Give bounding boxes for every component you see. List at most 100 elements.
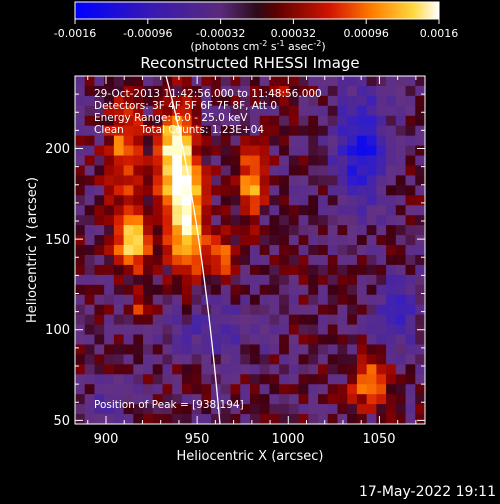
- heatmap-cell: [269, 105, 280, 117]
- heatmap-cell: [181, 274, 193, 286]
- heatmap-cell: [230, 95, 241, 107]
- heatmap-cell: [395, 364, 407, 375]
- heatmap-cell: [152, 294, 164, 306]
- heatmap-cell: [269, 384, 280, 395]
- heatmap-cell: [84, 284, 96, 296]
- heatmap-cell: [250, 344, 261, 355]
- heatmap-cell: [318, 254, 329, 266]
- heatmap-cell: [308, 105, 319, 117]
- heatmap-cell: [347, 354, 358, 365]
- heatmap-cell: [269, 374, 280, 385]
- heatmap-cell: [172, 374, 183, 385]
- heatmap-cell: [162, 175, 173, 186]
- heatmap-cell: [415, 165, 425, 177]
- heatmap-cell: [84, 145, 96, 157]
- heatmap-cell: [415, 254, 425, 266]
- heatmap-cell: [133, 245, 144, 256]
- heatmap-cell: [279, 304, 290, 316]
- heatmap-cell: [172, 225, 183, 236]
- heatmap-cell: [143, 354, 154, 365]
- heatmap-cell: [308, 384, 319, 395]
- heatmap-cell: [162, 374, 173, 385]
- heatmap-cell: [172, 76, 183, 87]
- heatmap-cell: [327, 195, 339, 206]
- heatmap-cell: [405, 384, 416, 395]
- heatmap-cell: [259, 195, 271, 206]
- heatmap-cell: [211, 344, 222, 355]
- heatmap-cell: [347, 145, 358, 157]
- heatmap-cell: [172, 85, 183, 97]
- heatmap-cell: [211, 185, 222, 196]
- heatmap-cell: [143, 264, 154, 276]
- y-tick-label-200: 200: [45, 142, 70, 157]
- heatmap-cell: [347, 165, 358, 177]
- heatmap-cell: [279, 175, 290, 186]
- heatmap-cell: [395, 235, 407, 246]
- heatmap-cell: [211, 414, 222, 424]
- heatmap-cell: [191, 195, 202, 206]
- heatmap-cell: [318, 76, 329, 87]
- heatmap-cell: [191, 324, 202, 336]
- heatmap-cell: [75, 404, 86, 415]
- heatmap-cell: [84, 105, 96, 117]
- heatmap-cell: [133, 145, 144, 157]
- heatmap-cell: [152, 404, 164, 415]
- heatmap-cell: [191, 294, 202, 306]
- heatmap-cell: [318, 115, 329, 127]
- heatmap-cell: [104, 334, 115, 346]
- heatmap-cell: [84, 195, 96, 206]
- heatmap-cell: [308, 245, 319, 256]
- x-tick-label-950: 950: [185, 432, 210, 447]
- heatmap-cell: [143, 185, 154, 196]
- heatmap-cell: [94, 165, 105, 177]
- heatmap-cell: [386, 324, 397, 336]
- heatmap-cell: [386, 215, 397, 226]
- heatmap-cell: [152, 254, 164, 266]
- heatmap-cell: [415, 274, 425, 286]
- heatmap-cell: [84, 165, 96, 177]
- heatmap-cell: [356, 264, 368, 276]
- heatmap-cell: [191, 354, 202, 365]
- heatmap-cell: [405, 324, 416, 336]
- heatmap-cell: [143, 205, 154, 216]
- heatmap-cell: [240, 76, 251, 87]
- heatmap-cell: [386, 76, 397, 87]
- heatmap-cell: [230, 175, 241, 186]
- heatmap-cell: [318, 175, 329, 186]
- heatmap-cell: [405, 245, 416, 256]
- y-tick-label-100: 100: [45, 323, 70, 338]
- heatmap-cell: [211, 85, 222, 97]
- heatmap-cell: [75, 314, 86, 326]
- heatmap-cell: [337, 374, 348, 385]
- heatmap-cell: [230, 284, 241, 296]
- heatmap-cell: [356, 374, 368, 385]
- heatmap-cell: [376, 264, 387, 276]
- heatmap-cell: [376, 384, 387, 395]
- heatmap-cell: [123, 125, 134, 137]
- heatmap-cell: [104, 95, 115, 107]
- heatmap-cell: [366, 354, 377, 365]
- heatmap-cell: [386, 195, 397, 206]
- heatmap-cell: [250, 125, 261, 137]
- heatmap-cell: [405, 76, 416, 87]
- heatmap-cell: [386, 364, 397, 375]
- heatmap-cell: [269, 76, 280, 87]
- heatmap-cell: [327, 105, 339, 117]
- heatmap-cell: [220, 205, 232, 216]
- heatmap-cell: [347, 304, 358, 316]
- heatmap-cell: [318, 145, 329, 157]
- heatmap-cell: [211, 135, 222, 147]
- heatmap-cell: [366, 145, 377, 157]
- heatmap-cell: [356, 205, 368, 216]
- heatmap-cell: [308, 235, 319, 246]
- heatmap-cell: [347, 205, 358, 216]
- heatmap-cell: [376, 235, 387, 246]
- heatmap-cell: [308, 125, 319, 137]
- heatmap-cell: [84, 414, 96, 424]
- heatmap-cell: [84, 175, 96, 186]
- heatmap-cell: [152, 145, 164, 157]
- heatmap-cell: [75, 225, 86, 236]
- heatmap-cell: [143, 274, 154, 286]
- heatmap-cell: [376, 185, 387, 196]
- heatmap-cell: [133, 364, 144, 375]
